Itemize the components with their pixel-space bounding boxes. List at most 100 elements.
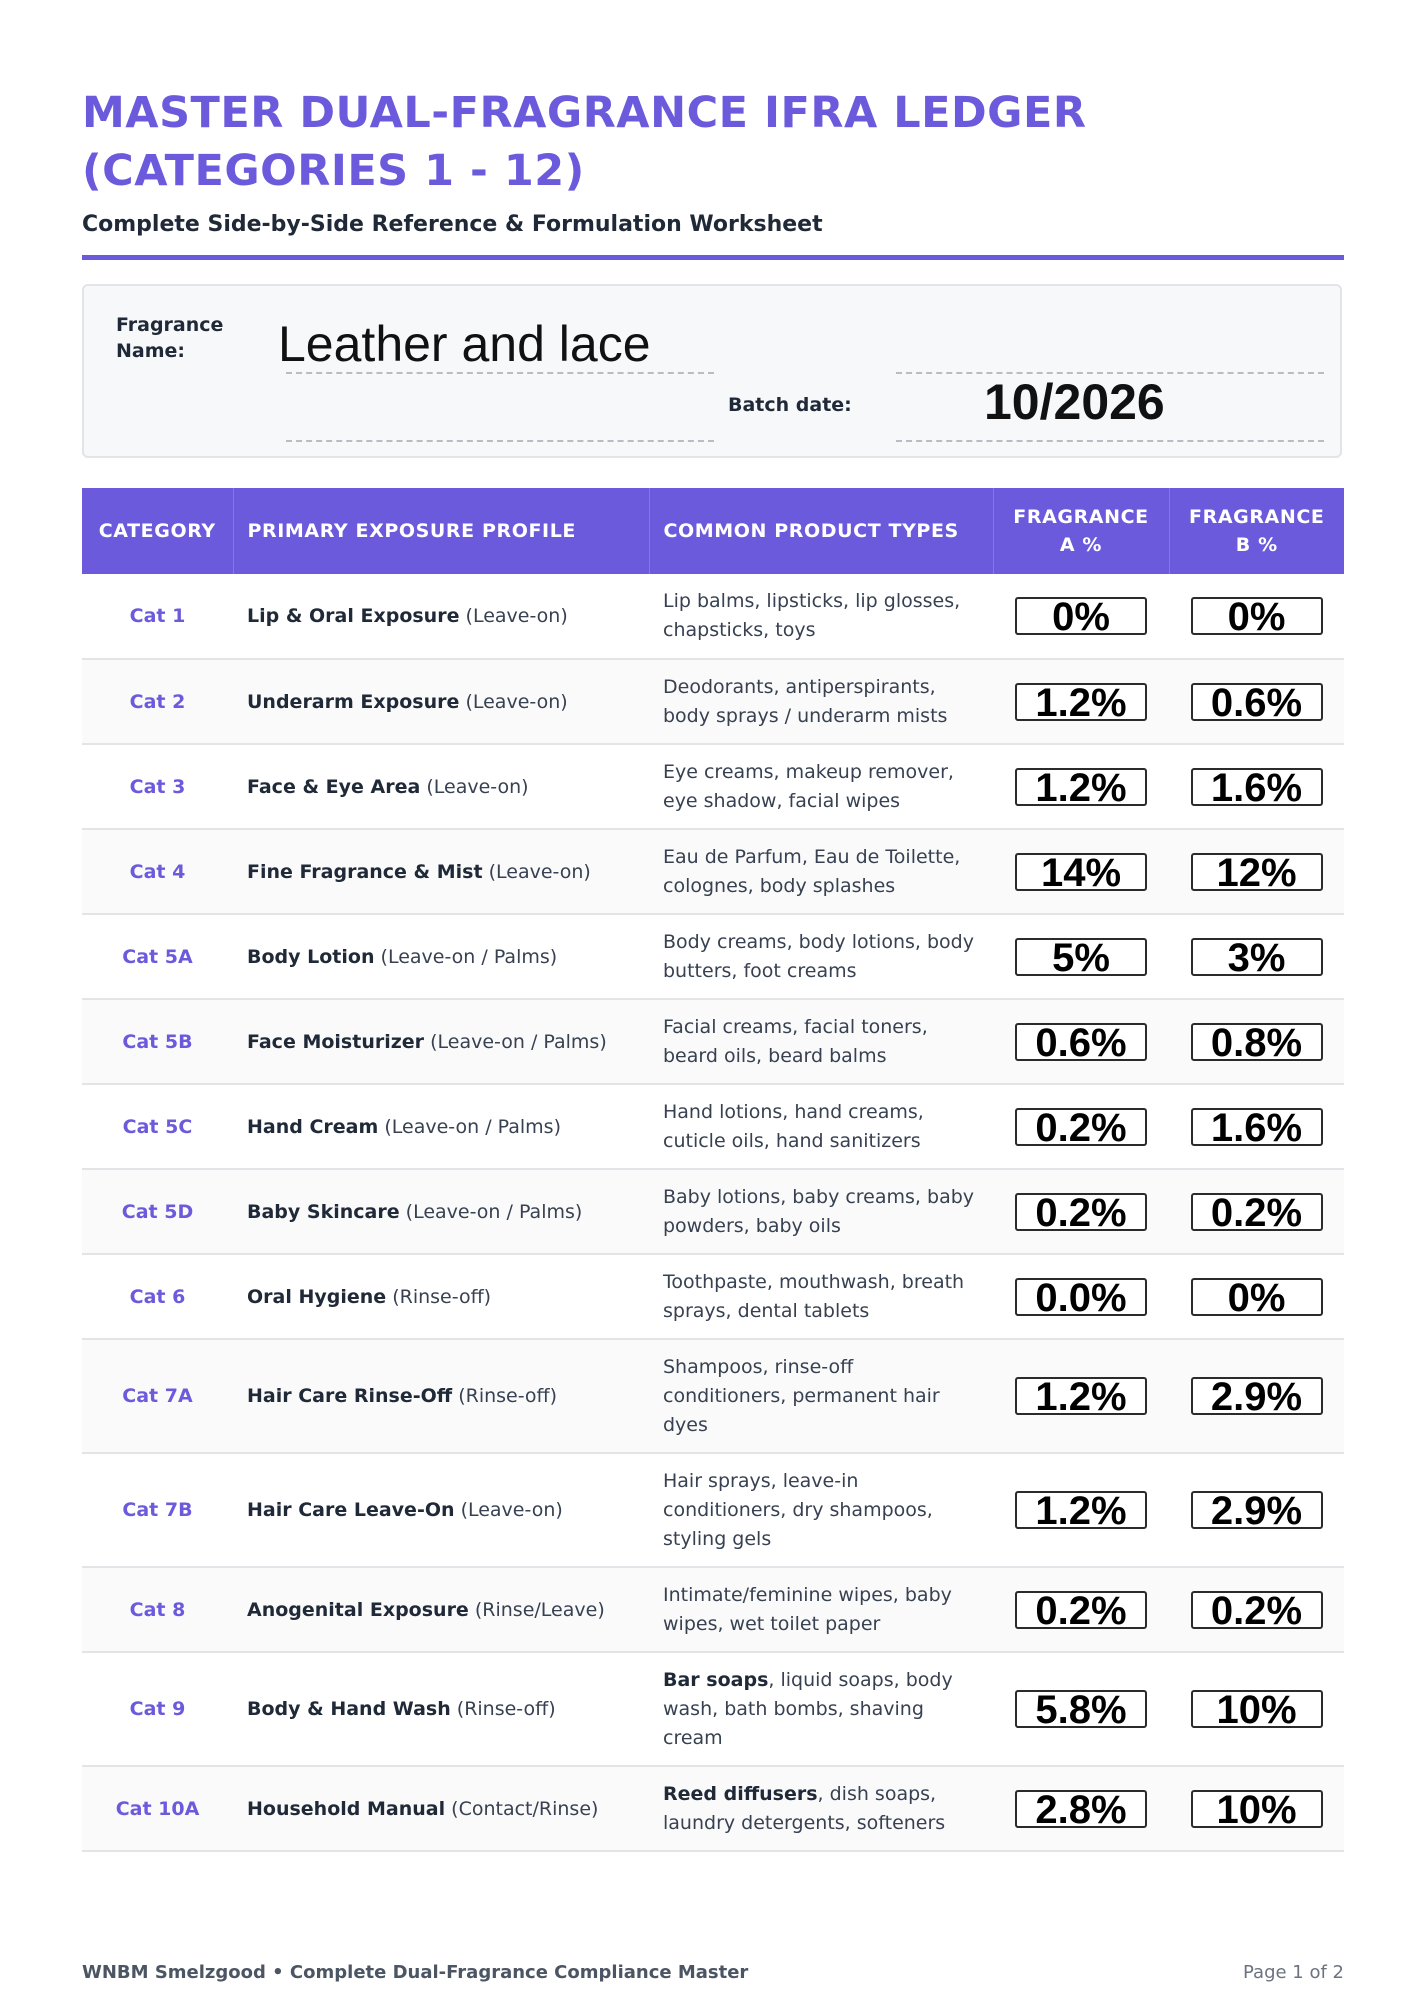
fragrance-b-cell: 2.9% xyxy=(1169,1453,1344,1568)
col-header-fragrance-b: FRAGRANCE B % xyxy=(1169,488,1344,574)
fragrance-a-value: 1.2% xyxy=(1035,765,1127,810)
fragrance-a-cell: 0.2% xyxy=(993,1084,1169,1170)
fragrance-b-value: 2.9% xyxy=(1210,1375,1303,1419)
fragrance-b-input[interactable]: 1.6% xyxy=(1190,766,1323,810)
fragrance-b-input[interactable]: 0.2% xyxy=(1190,1191,1323,1235)
fragrance-a-input[interactable]: 1.2% xyxy=(1015,681,1147,725)
product-types-text: Hand lotions, hand creams, cuticle oils,… xyxy=(663,1100,924,1152)
fragrance-b-input[interactable]: 0% xyxy=(1190,1276,1323,1320)
fragrance-a-input[interactable]: 0.6% xyxy=(1015,1021,1147,1065)
fragrance-b-value: 1.6% xyxy=(1210,765,1303,810)
fragrance-a-value: 0.6% xyxy=(1035,1020,1127,1065)
fragrance-b-input[interactable]: 10% xyxy=(1190,1688,1323,1732)
profile-name: Hand Cream xyxy=(247,1115,379,1138)
fragrance-b-input[interactable]: 2.9% xyxy=(1190,1489,1323,1533)
product-types-cell: Eau de Parfum, Eau de Toilette, colognes… xyxy=(649,829,993,915)
fragrance-b-cell: 1.6% xyxy=(1169,1084,1344,1170)
fragrance-a-input[interactable]: 1.2% xyxy=(1015,766,1147,810)
category-cell: Cat 4 xyxy=(82,829,233,915)
batch-date-value[interactable]: 10/2026 xyxy=(984,374,1165,430)
profile-note: (Rinse-off) xyxy=(458,1385,558,1407)
fragrance-b-cell: 0% xyxy=(1169,1254,1344,1340)
category-cell: Cat 5D xyxy=(82,1169,233,1255)
product-types-cell: Toothpaste, mouthwash, breath sprays, de… xyxy=(649,1254,993,1340)
fragrance-a-cell: 0.0% xyxy=(993,1254,1169,1340)
product-types-cell: Reed diffusers, dish soaps, laundry dete… xyxy=(649,1766,993,1852)
product-types-text: Hair sprays, leave-in conditioners, dry … xyxy=(663,1469,933,1550)
category-cell: Cat 10A xyxy=(82,1766,233,1852)
exposure-profile-cell: Oral Hygiene (Rinse-off) xyxy=(233,1254,649,1340)
product-types-text: , liquid soaps, body wash, bath bombs, s… xyxy=(663,1668,953,1749)
fragrance-b-value: 0% xyxy=(1227,1275,1286,1320)
fragrance-name-line-2 xyxy=(286,440,714,442)
col-header-category: CATEGORY xyxy=(82,488,234,574)
product-types-cell: Eye creams, makeup remover, eye shadow, … xyxy=(649,744,993,830)
batch-date-line-top xyxy=(896,372,1324,374)
fragrance-a-cell: 14% xyxy=(993,829,1169,915)
fragrance-b-input[interactable]: 12% xyxy=(1190,851,1323,895)
fragrance-a-value: 0.0% xyxy=(1035,1275,1127,1320)
exposure-profile-cell: Hand Cream (Leave-on / Palms) xyxy=(233,1084,649,1170)
category-cell: Cat 9 xyxy=(82,1652,233,1767)
exposure-profile-cell: Face & Eye Area (Leave-on) xyxy=(233,744,649,830)
fragrance-a-input[interactable]: 5% xyxy=(1015,936,1147,980)
fragrance-b-input[interactable]: 2.9% xyxy=(1190,1375,1323,1419)
fragrance-a-input[interactable]: 0% xyxy=(1015,595,1147,639)
table-row: Cat 6 Oral Hygiene (Rinse-off) Toothpaste,… xyxy=(82,1254,1344,1340)
exposure-profile-cell: Underarm Exposure (Leave-on) xyxy=(233,659,649,745)
fragrance-b-input[interactable]: 10% xyxy=(1190,1788,1323,1832)
table-row: Cat 7A Hair Care Rinse-Off (Rinse-off) Sha… xyxy=(82,1339,1344,1454)
fragrance-b-input[interactable]: 0.8% xyxy=(1190,1021,1323,1065)
fragrance-b-cell: 2.9% xyxy=(1169,1339,1344,1454)
fragrance-a-input[interactable]: 5.8% xyxy=(1015,1688,1147,1732)
table-row: Cat 1 Lip & Oral Exposure (Leave-on) Lip b… xyxy=(82,574,1344,660)
fragrance-name-value[interactable]: Leather and lace xyxy=(278,316,651,372)
table-row: Cat 5C Hand Cream (Leave-on / Palms) Hand … xyxy=(82,1084,1344,1170)
fragrance-a-input[interactable]: 2.8% xyxy=(1015,1788,1147,1832)
fragrance-a-input[interactable]: 0.2% xyxy=(1015,1589,1147,1633)
fragrance-a-cell: 5.8% xyxy=(993,1652,1169,1767)
product-types-text: Facial creams, facial toners, beard oils… xyxy=(663,1015,928,1067)
fragrance-b-input[interactable]: 0.2% xyxy=(1190,1589,1323,1633)
fragrance-b-cell: 12% xyxy=(1169,829,1344,915)
product-types-cell: Intimate/feminine wipes, baby wipes, wet… xyxy=(649,1567,993,1653)
fragrance-b-value: 10% xyxy=(1216,1688,1297,1732)
fragrance-a-input[interactable]: 1.2% xyxy=(1015,1375,1147,1419)
fragrance-a-cell: 0.2% xyxy=(993,1169,1169,1255)
product-types-text: Eau de Parfum, Eau de Toilette, colognes… xyxy=(663,845,961,897)
profile-name: Lip & Oral Exposure xyxy=(247,605,460,627)
fragrance-a-cell: 5% xyxy=(993,914,1169,1000)
product-types-bold: Reed diffusers xyxy=(663,1782,818,1805)
fragrance-name-line xyxy=(286,372,714,374)
fragrance-b-cell: 10% xyxy=(1169,1652,1344,1767)
fragrance-a-value: 5% xyxy=(1052,935,1110,980)
fragrance-a-input[interactable]: 0.0% xyxy=(1015,1276,1147,1320)
fragrance-b-value: 0.2% xyxy=(1210,1588,1303,1633)
fragrance-b-value: 10% xyxy=(1216,1787,1297,1832)
table-row: Cat 9 Body & Hand Wash (Rinse-off) Bar soa… xyxy=(82,1652,1344,1767)
category-cell: Cat 5A xyxy=(82,914,233,1000)
ifra-ledger-table: CATEGORY PRIMARY EXPOSURE PROFILE COMMON… xyxy=(82,488,1344,1852)
fragrance-a-input[interactable]: 14% xyxy=(1015,851,1147,895)
fragrance-b-cell: 0.2% xyxy=(1169,1169,1344,1255)
fragrance-a-input[interactable]: 0.2% xyxy=(1015,1191,1147,1235)
table-body: Cat 1 Lip & Oral Exposure (Leave-on) Lip b… xyxy=(82,574,1344,1852)
table-header-row: CATEGORY PRIMARY EXPOSURE PROFILE COMMON… xyxy=(82,488,1344,574)
table-row: Cat 5D Baby Skincare (Leave-on / Palms) Ba… xyxy=(82,1169,1344,1255)
fragrance-b-input[interactable]: 0.6% xyxy=(1190,681,1323,725)
table-row: Cat 10A Household Manual (Contact/Rinse) R… xyxy=(82,1766,1344,1852)
fragrance-a-cell: 0.6% xyxy=(993,999,1169,1085)
fragrance-b-input[interactable]: 3% xyxy=(1190,936,1323,980)
product-types-text: Body creams, body lotions, body butters,… xyxy=(663,930,974,982)
fragrance-b-value: 3% xyxy=(1227,935,1286,980)
fragrance-b-value: 0.6% xyxy=(1210,680,1303,725)
fragrance-b-value: 12% xyxy=(1216,850,1297,895)
profile-note: (Leave-on) xyxy=(460,1499,563,1521)
fragrance-b-input[interactable]: 0% xyxy=(1190,595,1323,639)
fragrance-b-input[interactable]: 1.6% xyxy=(1190,1106,1323,1150)
fragrance-a-input[interactable]: 0.2% xyxy=(1015,1106,1147,1150)
table-row: Cat 5A Body Lotion (Leave-on / Palms) Body… xyxy=(82,914,1344,1000)
fragrance-a-input[interactable]: 1.2% xyxy=(1015,1489,1147,1533)
profile-name: Hair Care Leave-On xyxy=(247,1499,455,1521)
fragrance-b-cell: 10% xyxy=(1169,1766,1344,1852)
